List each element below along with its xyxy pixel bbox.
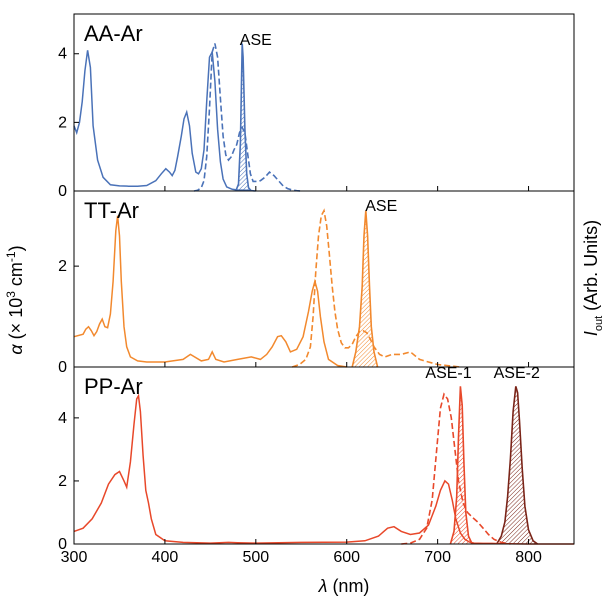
- ase-fill-1: [450, 386, 473, 544]
- x-tick-label: 300: [61, 549, 88, 566]
- ase-label: ASE: [240, 32, 272, 49]
- y-tick-label: 4: [58, 410, 67, 427]
- chart-panels: 0 2 4 AA-Ar ASE 0 2 TT-Ar ASE 0 2 4 PP-Ar ASE-1 ASE-2 3…: [58, 13, 575, 566]
- ase-fill-2: [496, 386, 538, 544]
- ase-peak-1: [351, 210, 379, 368]
- x-axis-title: λ (nm): [318, 576, 370, 596]
- x-tick-label: 400: [152, 549, 179, 566]
- y-tick-label: 4: [58, 46, 67, 63]
- panel-pp-ar: 0 2 4 PP-Ar ASE-1 ASE-2: [58, 365, 575, 553]
- panel-title: AA-Ar: [84, 21, 143, 46]
- y-tick-label: 0: [58, 359, 67, 376]
- ase-label: ASE-1: [425, 365, 471, 382]
- ase-peak-2: [496, 386, 539, 545]
- y-tick-label: 2: [58, 473, 67, 490]
- emission-line: [401, 392, 511, 545]
- panel-frame: [73, 366, 575, 545]
- x-tick-label: 600: [333, 549, 360, 566]
- ase-fill-1: [235, 43, 252, 191]
- panel-tt-ar: 0 2 TT-Ar ASE: [58, 190, 575, 376]
- y-tick-label: 2: [58, 114, 67, 131]
- y-tick-label: 0: [58, 183, 67, 200]
- y-tick-label: 2: [58, 258, 67, 275]
- absorption-line: [73, 215, 347, 368]
- x-tick-label: 800: [515, 549, 542, 566]
- absorption-line: [73, 393, 574, 545]
- panel-frame: [73, 13, 575, 192]
- y-axis-title-right: Iout (Arb. Units): [581, 220, 605, 336]
- ase-peak-1: [235, 43, 252, 192]
- emission-line: [193, 43, 302, 192]
- panel-aa-ar: 0 2 4 AA-Ar ASE: [58, 13, 575, 200]
- panel-title: PP-Ar: [84, 374, 143, 399]
- ase-label: ASE-2: [494, 365, 540, 382]
- x-tick-label: 700: [424, 549, 451, 566]
- absorption-line: [73, 49, 256, 192]
- y-axis-title-left: α (× 103 cm-1): [4, 245, 26, 354]
- y-tick-label: 0: [58, 536, 67, 553]
- emission-line: [291, 208, 461, 368]
- ase-label: ASE: [365, 198, 397, 215]
- x-tick-label: 500: [242, 549, 269, 566]
- panel-title: TT-Ar: [84, 198, 139, 223]
